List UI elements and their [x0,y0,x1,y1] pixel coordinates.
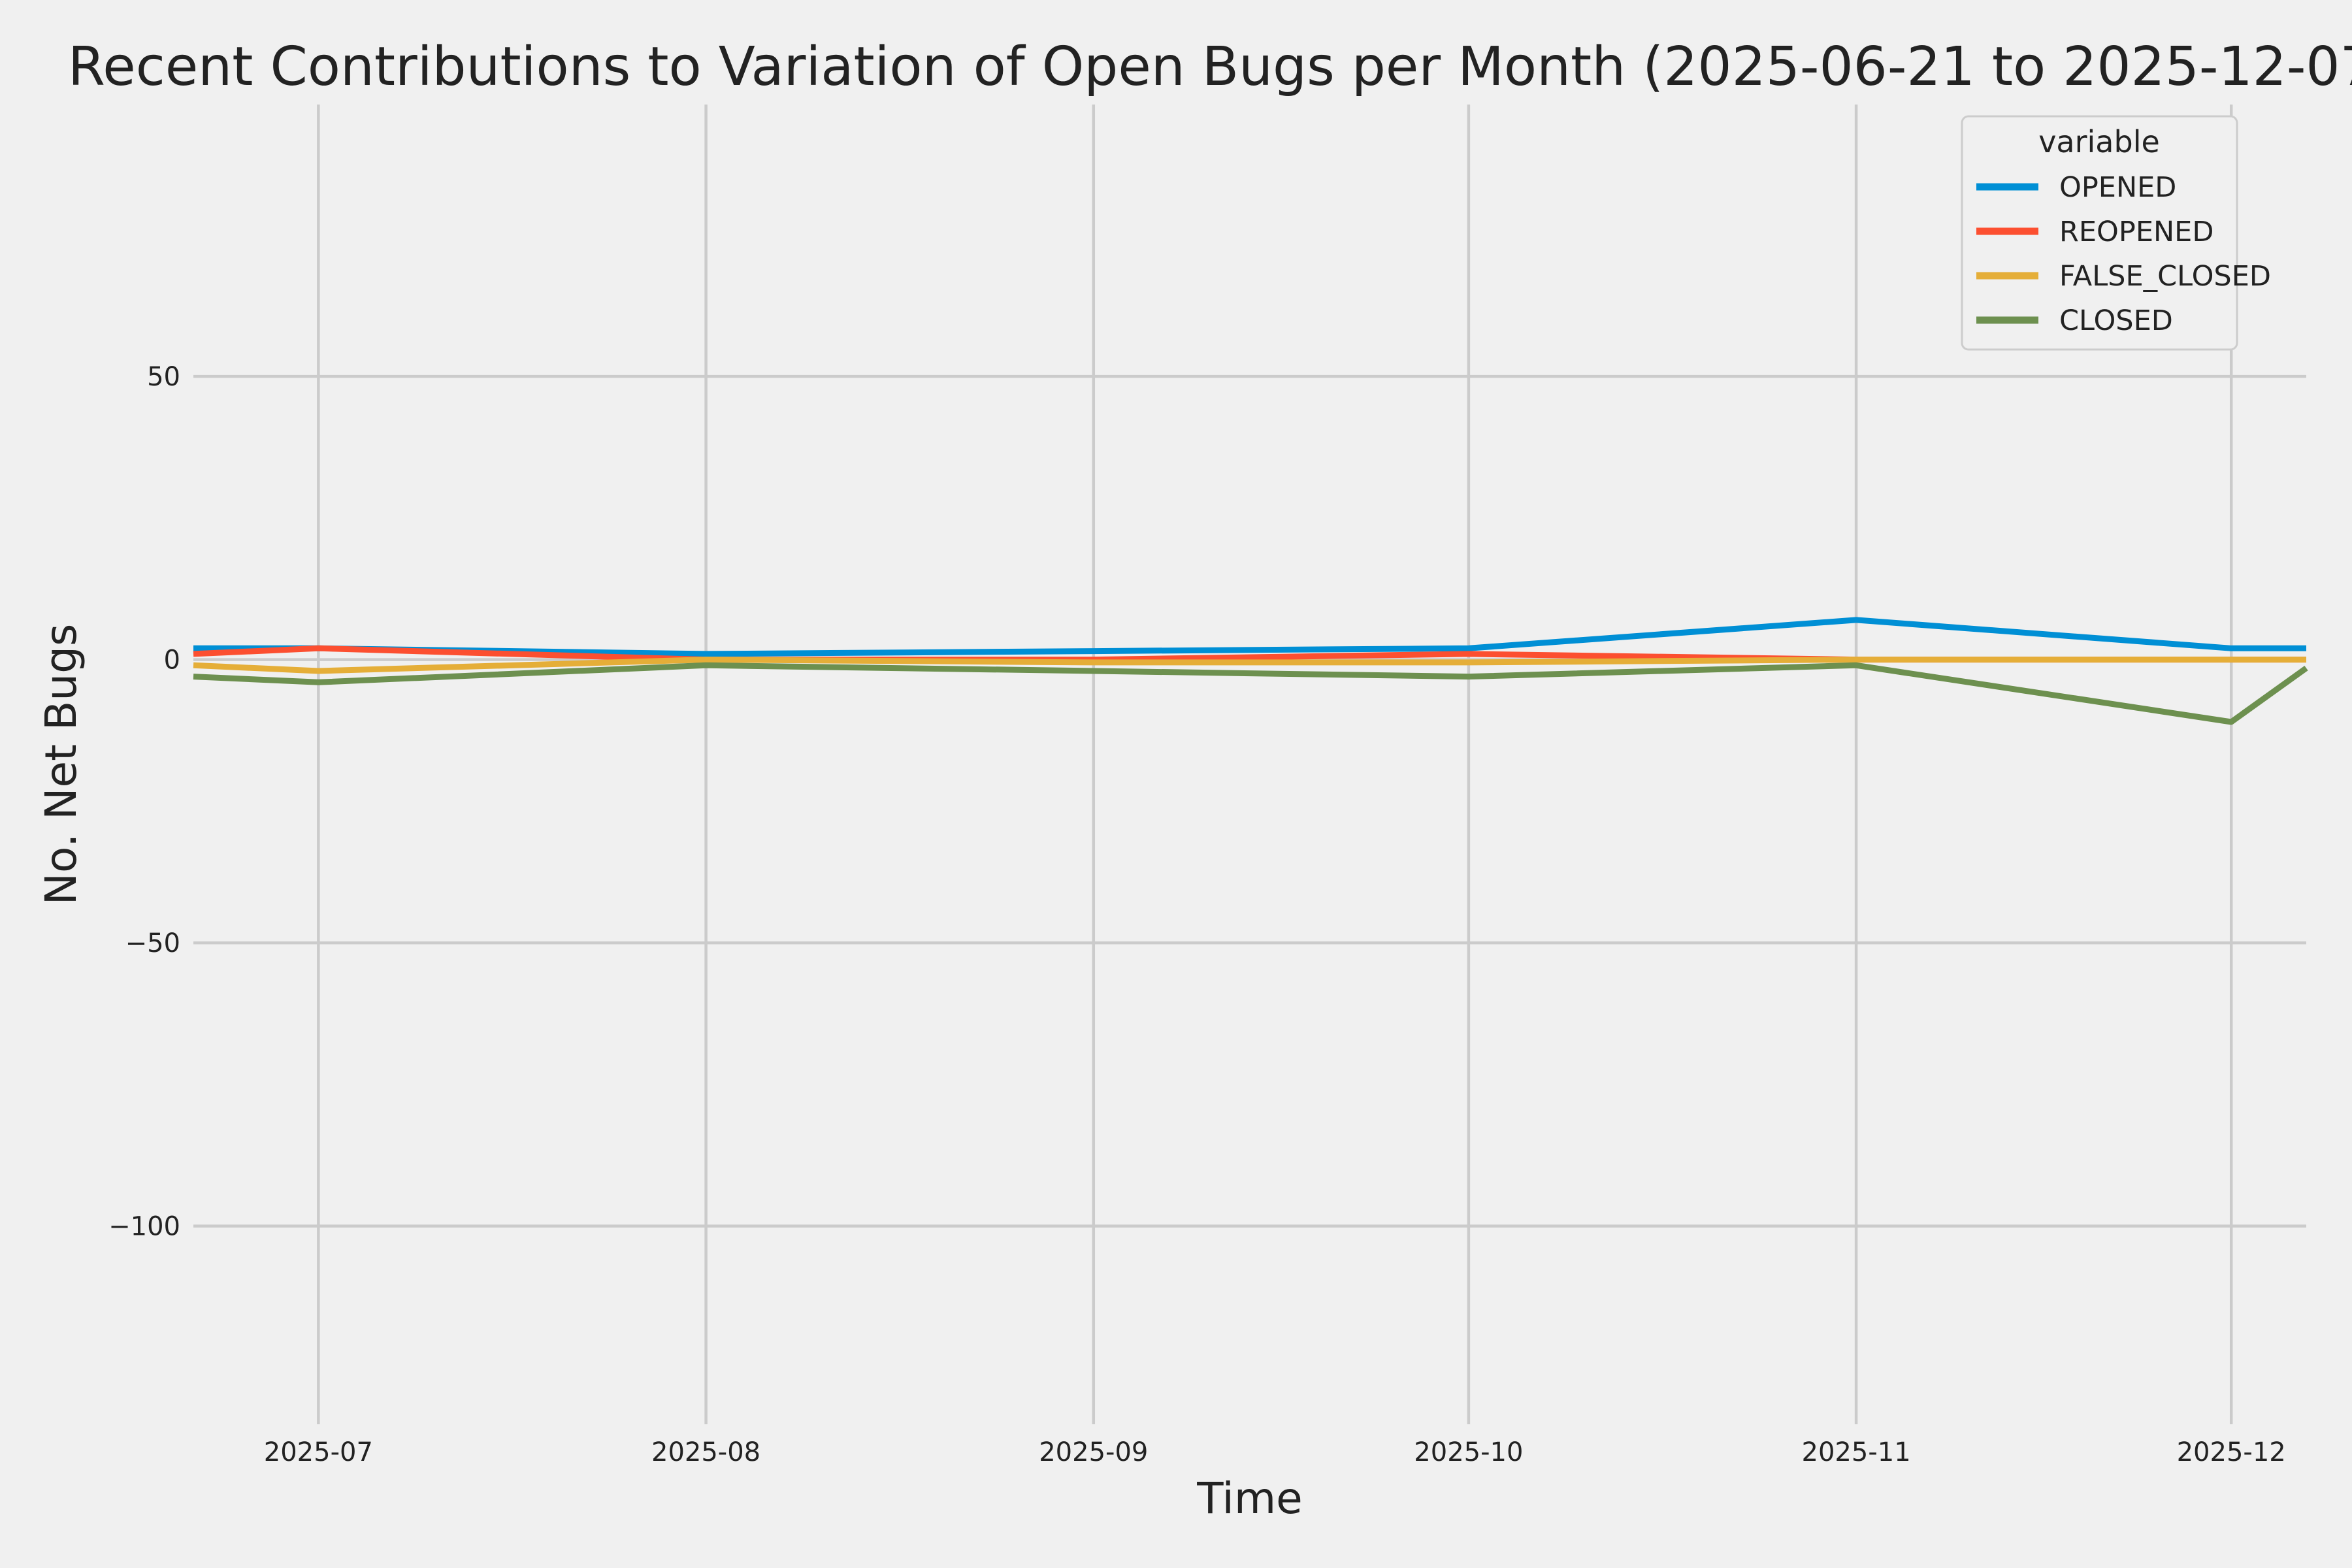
x-tick-label: 2025-09 [1039,1437,1148,1467]
x-tick-label: 2025-12 [2177,1437,2286,1467]
legend-entries: OPENED REOPENED FALSE_CLOSED CLOSED [1976,171,2271,337]
legend-title: variable [2038,124,2160,159]
chart-title: Recent Contributions to Variation of Ope… [68,36,2352,98]
x-tick-label: 2025-10 [1414,1437,1523,1467]
y-tick-label: −100 [108,1212,180,1242]
tick-labels: 50 0 −50 −100 2025-07 2025-08 2025-09 2025-10 20… [108,362,2286,1467]
legend-box [1961,115,2238,351]
x-tick-label: 2025-08 [651,1437,760,1467]
x-tick-label: 2025-11 [1802,1437,1911,1467]
legend-label-reopened: REOPENED [2059,216,2213,248]
series-line-false-closed [193,657,2306,674]
x-tick-label: 2025-07 [264,1437,373,1467]
y-tick-label: −50 [125,928,180,958]
legend: variable OPENED REOPENED FALSE_CLOSED CLOSE… [1961,115,2271,351]
legend-label-closed: CLOSED [2059,304,2173,337]
y-axis-label: No. Net Bugs [36,624,86,906]
series-layer [193,617,2308,725]
y-tick-label: 50 [147,362,180,392]
x-axis-label: Time [1196,1473,1303,1524]
series-line-closed [193,662,2308,725]
legend-label-false-closed: FALSE_CLOSED [2059,260,2271,293]
legend-label-opened: OPENED [2059,171,2176,204]
y-tick-label: 0 [164,645,180,676]
